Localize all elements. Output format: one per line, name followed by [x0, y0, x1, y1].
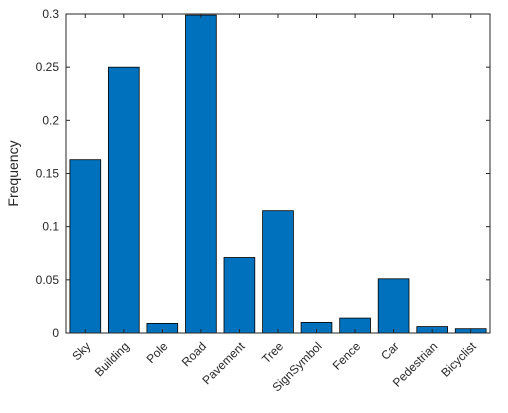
- y-tick-label: 0: [52, 326, 59, 340]
- x-tick-label: Pole: [144, 339, 171, 366]
- x-tick-label: Tree: [259, 339, 286, 366]
- x-tick-label: Building: [92, 339, 132, 379]
- y-tick-label: 0.05: [36, 273, 60, 287]
- x-tick-label: Car: [378, 339, 402, 363]
- x-tick-label: Fence: [330, 339, 364, 373]
- x-tick-label: Sky: [69, 339, 93, 363]
- x-tick-label: Road: [179, 339, 209, 369]
- bar-pavement: [223, 257, 256, 334]
- bar-tree: [262, 210, 294, 334]
- bars-layer: [69, 14, 487, 334]
- y-axis-label: Frequency: [5, 140, 21, 206]
- y-axis-ticks: 0 0.05 0.1 0.15 0.2 0.25 0.3: [36, 7, 490, 340]
- y-tick-label: 0.1: [42, 220, 59, 234]
- y-tick-label: 0.3: [42, 7, 59, 21]
- x-tick-label: Bicyclist: [438, 339, 479, 380]
- bar-building: [108, 66, 140, 334]
- x-tick-label: Pavement: [199, 339, 248, 388]
- bar-sky: [69, 159, 102, 334]
- bar-car: [377, 278, 410, 334]
- y-tick-label: 0.15: [36, 167, 60, 181]
- bar-road: [185, 14, 217, 334]
- y-tick-label: 0.2: [42, 113, 59, 127]
- y-tick-label: 0.25: [36, 60, 60, 74]
